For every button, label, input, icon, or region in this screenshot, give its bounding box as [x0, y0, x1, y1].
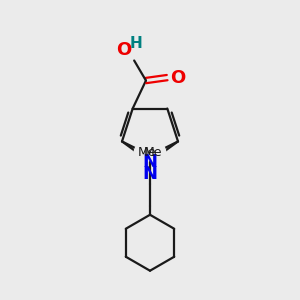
- Text: N: N: [142, 153, 158, 171]
- Text: H: H: [129, 36, 142, 51]
- Circle shape: [143, 155, 157, 168]
- Text: O: O: [170, 69, 185, 87]
- Text: O: O: [117, 41, 132, 59]
- Text: Me: Me: [144, 146, 163, 159]
- Text: N: N: [142, 165, 158, 183]
- Text: Me: Me: [137, 146, 156, 159]
- Circle shape: [134, 143, 151, 160]
- Circle shape: [149, 143, 166, 160]
